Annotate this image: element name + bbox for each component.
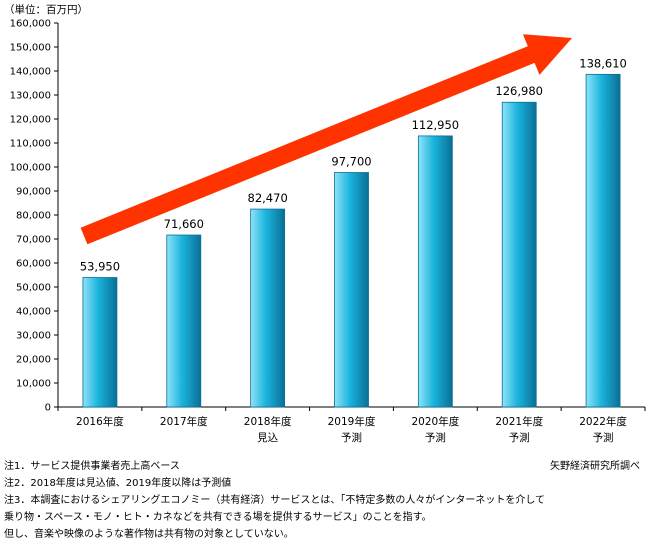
x-axis: 2016年度 2017年度 2018年度見込2019年度予測2020年度予測2021… <box>57 406 646 444</box>
data-labels: 53,950 71,660 82,470 97,700 112,950 126,980 13… <box>80 56 627 273</box>
data-label: 112,950 <box>412 118 460 132</box>
data-label: 82,470 <box>248 191 288 205</box>
source-credit: 矢野経済研究所調べ <box>550 461 640 472</box>
y-tick-label: 50,000 <box>16 283 51 294</box>
y-axis: 0 10,000 20,000 30,000 40,000 50,000 60,000 70,… <box>10 19 59 414</box>
y-tick-label: 80,000 <box>16 211 51 222</box>
bar-chart: 0 10,000 20,000 30,000 40,000 50,000 60,000 70,… <box>10 19 646 444</box>
bar <box>417 135 453 408</box>
y-tick-label: 40,000 <box>16 307 51 318</box>
trend-arrow <box>80 34 572 245</box>
x-tick-label: 予測 <box>425 431 446 444</box>
y-tick-label: 150,000 <box>10 43 51 54</box>
x-tick-label: 2019年度 <box>328 415 376 428</box>
note-3: 注3．本調査におけるシェアリングエコノミー（共有経済）サービスとは、「不特定多数… <box>4 495 546 506</box>
x-tick-label: 2018年度 <box>244 415 292 428</box>
note-1: 注1．サービス提供事業者売上高ベース <box>4 461 180 472</box>
bar <box>334 172 369 408</box>
data-label: 126,980 <box>495 84 543 98</box>
x-tick-label: 2022年度 <box>579 415 627 428</box>
note-3-continued: 乗り物・スペース・モノ・ヒト・カネなどを共有できる場を提供するサービス」のことを… <box>4 512 432 523</box>
data-label: 53,950 <box>80 260 120 274</box>
x-tick-label: 2017年度 <box>160 415 208 428</box>
bar <box>250 208 286 408</box>
bar <box>82 277 118 408</box>
x-tick-label: 予測 <box>593 431 614 444</box>
y-tick-label: 70,000 <box>16 235 51 246</box>
note-4: 但し、音楽や映像のような著作物は共有物の対象としていない。 <box>4 529 294 540</box>
x-tick-label: 予測 <box>509 431 530 444</box>
y-tick-label: 160,000 <box>10 19 51 30</box>
x-tick-label: 2021年度 <box>495 415 543 428</box>
y-tick-label: 10,000 <box>16 379 51 390</box>
unit-label: （単位：百万円） <box>4 4 88 16</box>
y-tick-label: 90,000 <box>16 187 51 198</box>
bars <box>82 73 621 408</box>
note-2: 注2．2018年度は見込値、2019年度以降は予測値 <box>4 478 232 489</box>
data-label: 71,660 <box>164 217 204 231</box>
y-tick-label: 20,000 <box>16 355 51 366</box>
bar <box>501 101 537 408</box>
y-tick-label: 140,000 <box>10 67 51 78</box>
y-tick-label: 110,000 <box>10 139 51 150</box>
x-tick-label: 見込 <box>257 432 278 444</box>
x-tick-label: 2016年度 <box>76 415 124 428</box>
bar <box>166 234 202 408</box>
data-label: 138,610 <box>579 56 627 70</box>
y-tick-label: 130,000 <box>10 91 51 102</box>
x-tick-label: 予測 <box>341 431 362 444</box>
notes: 注1．サービス提供事業者売上高ベース 注2．2018年度は見込値、2019年度以… <box>4 458 644 543</box>
y-tick-label: 120,000 <box>10 115 51 126</box>
trend-arrow-shape <box>80 34 572 245</box>
y-tick-label: 100,000 <box>10 163 51 174</box>
x-tick-label: 2020年度 <box>411 415 459 428</box>
y-tick-label: 0 <box>45 403 51 414</box>
y-tick-label: 60,000 <box>16 259 51 270</box>
data-label: 97,700 <box>331 155 371 169</box>
bar <box>585 73 621 408</box>
y-tick-label: 30,000 <box>16 331 51 342</box>
